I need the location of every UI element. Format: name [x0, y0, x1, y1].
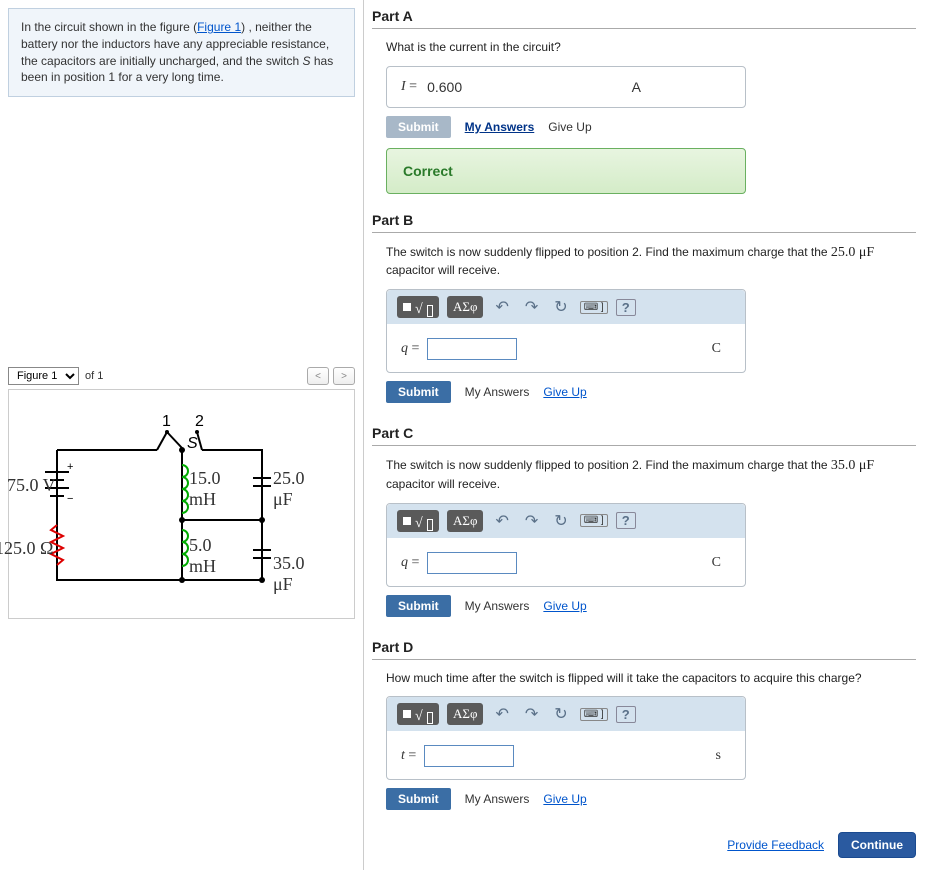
part-b: The switch is now suddenly flipped to po…	[372, 232, 916, 419]
switch-label: S	[187, 435, 198, 452]
redo-icon[interactable]: ↷	[521, 704, 542, 724]
part-c-submit-button[interactable]: Submit	[386, 595, 451, 617]
help-icon[interactable]: ?	[616, 512, 636, 529]
svg-text:+: +	[67, 461, 73, 473]
figure-link[interactable]: Figure 1	[197, 20, 241, 34]
part-d-answer-input[interactable]	[424, 745, 514, 767]
part-a-correct-feedback: Correct	[386, 148, 746, 194]
figure-count: of 1	[85, 370, 103, 382]
part-c-answer-panel: √ ΑΣφ ↶ ↷ ↻ ⌨ ] ? q = C	[386, 503, 746, 587]
part-d-unit: s	[716, 748, 721, 764]
part-a-unit: A	[632, 79, 641, 95]
part-b-label: Part B	[372, 212, 916, 228]
part-a-value: 0.600	[427, 79, 462, 95]
intro-text-pre: In the circuit shown in the figure (	[21, 20, 197, 34]
part-c-unit: C	[712, 555, 721, 571]
figure-next-button[interactable]: >	[333, 367, 355, 385]
svg-text:−: −	[67, 493, 73, 505]
undo-icon[interactable]: ↶	[491, 297, 512, 317]
help-icon[interactable]: ?	[616, 706, 636, 723]
part-a-submit-button[interactable]: Submit	[386, 116, 451, 138]
part-a-prompt: What is the current in the circuit?	[386, 39, 916, 56]
equation-toolbar: √ ΑΣφ ↶ ↷ ↻ ⌨ ] ?	[387, 697, 745, 731]
part-b-answer-panel: √ ΑΣφ ↶ ↷ ↻ ⌨ ] ? q = C	[386, 289, 746, 373]
part-b-give-up-link[interactable]: Give Up	[543, 385, 586, 399]
figure-selector[interactable]: Figure 1	[8, 367, 79, 385]
c2-value: 35.0μF	[273, 553, 305, 595]
part-d-my-answers: My Answers	[465, 792, 530, 806]
part-c-answer-input[interactable]	[427, 552, 517, 574]
problem-intro: In the circuit shown in the figure (Figu…	[8, 8, 355, 97]
figure-prev-button[interactable]: <	[307, 367, 329, 385]
reset-icon[interactable]: ↻	[550, 511, 571, 531]
part-b-unit: C	[712, 341, 721, 357]
voltage-label: 75.0 V	[7, 475, 56, 496]
circuit-figure: 1 2 S + −	[8, 389, 355, 619]
part-a-answer: I = 0.600 A	[386, 66, 746, 108]
template-tools[interactable]: √	[397, 296, 439, 318]
c1-value: 25.0μF	[273, 468, 305, 510]
template-tools[interactable]: √	[397, 703, 439, 725]
part-a-label: Part A	[372, 8, 916, 24]
l1-value: 15.0mH	[189, 468, 221, 510]
part-a: What is the current in the circuit? I = …	[372, 28, 916, 206]
help-icon[interactable]: ?	[616, 299, 636, 316]
keyboard-icon[interactable]: ⌨ ]	[580, 708, 608, 721]
part-d-label: Part D	[372, 639, 916, 655]
part-c-label: Part C	[372, 425, 916, 441]
greek-tools[interactable]: ΑΣφ	[447, 510, 483, 532]
equation-toolbar: √ ΑΣφ ↶ ↷ ↻ ⌨ ] ?	[387, 504, 745, 538]
reset-icon[interactable]: ↻	[550, 704, 571, 724]
resistor-label: 125.0 Ω	[0, 538, 53, 559]
keyboard-icon[interactable]: ⌨ ]	[580, 514, 608, 527]
part-c-my-answers: My Answers	[465, 599, 530, 613]
figure-panel: Figure 1 of 1 < > 1	[8, 367, 355, 619]
part-d-give-up-link[interactable]: Give Up	[543, 792, 586, 806]
undo-icon[interactable]: ↶	[491, 704, 512, 724]
part-c-prompt: The switch is now suddenly flipped to po…	[386, 456, 916, 492]
switch-pos2: 2	[195, 413, 204, 430]
switch-pos1: 1	[162, 413, 171, 430]
part-b-my-answers: My Answers	[465, 385, 530, 399]
part-c-give-up-link[interactable]: Give Up	[543, 599, 586, 613]
reset-icon[interactable]: ↻	[550, 297, 571, 317]
part-b-submit-button[interactable]: Submit	[386, 381, 451, 403]
part-b-prompt: The switch is now suddenly flipped to po…	[386, 243, 916, 279]
part-d-prompt: How much time after the switch is flippe…	[386, 670, 916, 687]
part-d-answer-panel: √ ΑΣφ ↶ ↷ ↻ ⌨ ] ? t = s	[386, 696, 746, 780]
undo-icon[interactable]: ↶	[491, 511, 512, 531]
equation-toolbar: √ ΑΣφ ↶ ↷ ↻ ⌨ ] ?	[387, 290, 745, 324]
redo-icon[interactable]: ↷	[521, 511, 542, 531]
part-d-submit-button[interactable]: Submit	[386, 788, 451, 810]
keyboard-icon[interactable]: ⌨ ]	[580, 301, 608, 314]
greek-tools[interactable]: ΑΣφ	[447, 296, 483, 318]
part-c: The switch is now suddenly flipped to po…	[372, 445, 916, 632]
part-a-give-up: Give Up	[548, 120, 591, 134]
l2-value: 5.0mH	[189, 535, 216, 577]
part-d: How much time after the switch is flippe…	[372, 659, 916, 827]
provide-feedback-link[interactable]: Provide Feedback	[727, 838, 824, 852]
part-b-answer-input[interactable]	[427, 338, 517, 360]
redo-icon[interactable]: ↷	[521, 297, 542, 317]
template-tools[interactable]: √	[397, 510, 439, 532]
continue-button[interactable]: Continue	[838, 832, 916, 858]
part-a-my-answers-link[interactable]: My Answers	[465, 120, 535, 134]
greek-tools[interactable]: ΑΣφ	[447, 703, 483, 725]
